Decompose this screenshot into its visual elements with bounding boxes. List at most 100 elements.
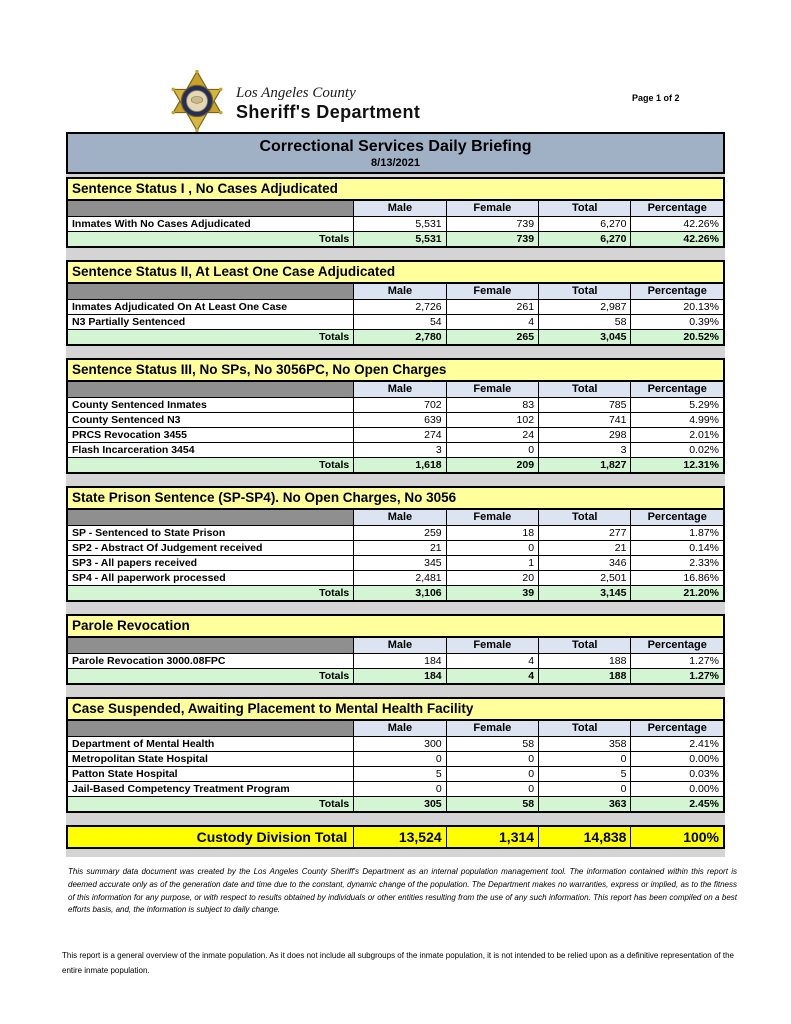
section-title: Sentence Status III, No SPs, No 3056PC, …: [68, 360, 723, 382]
section-title: State Prison Sentence (SP-SP4). No Open …: [68, 488, 723, 510]
grand-total-percentage: 100%: [630, 827, 723, 847]
totals-total: 363: [538, 797, 631, 811]
cell-female: 0: [445, 767, 538, 781]
row-label: SP4 - All paperwork processed: [72, 572, 226, 584]
column-header-percentage: Percentage: [630, 382, 723, 397]
cell-male: 702: [353, 398, 445, 412]
row-label: Jail-Based Competency Treatment Program: [72, 783, 290, 795]
table-row: Department of Mental Health 300 58 358 2…: [68, 736, 723, 751]
cell-total: 2,501: [538, 571, 630, 585]
cell-male: 300: [353, 737, 445, 751]
section-table: State Prison Sentence (SP-SP4). No Open …: [66, 486, 725, 602]
row-label: N3 Partially Sentenced: [72, 316, 186, 328]
totals-male: 2,780: [353, 330, 446, 344]
table-row: SP3 - All papers received 345 1 346 2.33…: [68, 555, 723, 570]
totals-row: Totals 184 4 188 1.27%: [68, 668, 723, 683]
cell-female: 4: [445, 315, 538, 329]
cell-percentage: 0.00%: [630, 752, 723, 766]
totals-male: 305: [353, 797, 446, 811]
table-row: County Sentenced N3 639 102 741 4.99%: [68, 412, 723, 427]
table-row: Jail-Based Competency Treatment Program …: [68, 781, 723, 796]
column-header-male: Male: [353, 201, 446, 216]
row-label-header-cell: [68, 638, 354, 653]
cell-total: 0: [538, 752, 630, 766]
totals-male: 1,618: [353, 458, 446, 472]
totals-total: 1,827: [538, 458, 631, 472]
column-header-row: Male Female Total Percentage: [68, 284, 723, 299]
cell-male: 54: [353, 315, 445, 329]
cell-male: 0: [353, 782, 445, 796]
cell-male: 2,726: [353, 300, 445, 314]
section-table: Sentence Status II, At Least One Case Ad…: [66, 260, 725, 346]
column-header-row: Male Female Total Percentage: [68, 638, 723, 653]
column-header-male: Male: [353, 284, 446, 299]
cell-male: 0: [353, 752, 445, 766]
table-row: PRCS Revocation 3455 274 24 298 2.01%: [68, 427, 723, 442]
cell-percentage: 0.02%: [630, 443, 723, 457]
report-date: 8/13/2021: [371, 157, 420, 169]
cell-total: 3: [538, 443, 630, 457]
row-label-header-cell: [68, 510, 354, 525]
cell-male: 21: [353, 541, 445, 555]
column-header-percentage: Percentage: [630, 638, 723, 653]
column-header-male: Male: [353, 721, 446, 736]
grand-total-row: Custody Division Total 13,524 1,314 14,8…: [66, 825, 725, 849]
totals-row: Totals 3,106 39 3,145 21.20%: [68, 585, 723, 600]
lasd-logo: Los Angeles County Sheriff's Department: [168, 70, 420, 132]
totals-male: 3,106: [353, 586, 446, 600]
cell-percentage: 16.86%: [630, 571, 723, 585]
row-label: County Sentenced N3: [72, 414, 181, 426]
totals-percentage: 2.45%: [630, 797, 723, 811]
section-title: Parole Revocation: [68, 616, 723, 638]
row-label: Inmates With No Cases Adjudicated: [72, 218, 251, 230]
row-label-header-cell: [68, 201, 354, 216]
cell-total: 58: [538, 315, 630, 329]
totals-male: 184: [353, 669, 446, 683]
table-row: Metropolitan State Hospital 0 0 0 0.00%: [68, 751, 723, 766]
totals-total: 6,270: [538, 232, 631, 246]
totals-percentage: 1.27%: [630, 669, 723, 683]
column-header-male: Male: [353, 638, 446, 653]
row-label: Department of Mental Health: [72, 738, 215, 750]
sheriff-star-icon: [171, 70, 223, 132]
totals-row: Totals 2,780 265 3,045 20.52%: [68, 329, 723, 344]
sections-container: Sentence Status I , No Cases Adjudicated…: [66, 177, 725, 813]
row-label: SP - Sentenced to State Prison: [72, 527, 226, 539]
cell-total: 346: [538, 556, 630, 570]
cell-total: 785: [538, 398, 630, 412]
cell-percentage: 1.27%: [630, 654, 723, 668]
column-header-female: Female: [445, 638, 539, 653]
section-table: Sentence Status III, No SPs, No 3056PC, …: [66, 358, 725, 474]
cell-female: 0: [445, 541, 538, 555]
grand-total-total: 14,838: [538, 827, 630, 847]
column-header-total: Total: [538, 510, 631, 525]
totals-row: Totals 5,531 739 6,270 42.26%: [68, 231, 723, 246]
table-row: County Sentenced Inmates 702 83 785 5.29…: [68, 397, 723, 412]
report-header: Los Angeles County Sheriff's Department …: [0, 0, 791, 132]
totals-label: Totals: [68, 330, 354, 344]
column-header-row: Male Female Total Percentage: [68, 382, 723, 397]
table-row: N3 Partially Sentenced 54 4 58 0.39%: [68, 314, 723, 329]
grand-total-label: Custody Division Total: [196, 829, 348, 845]
totals-total: 3,045: [538, 330, 631, 344]
cell-percentage: 0.39%: [630, 315, 723, 329]
cell-female: 261: [445, 300, 538, 314]
cell-percentage: 1.87%: [630, 526, 723, 540]
row-label-header-cell: [68, 284, 354, 299]
totals-total: 188: [538, 669, 631, 683]
grand-total-female: 1,314: [445, 827, 538, 847]
cell-percentage: 0.03%: [630, 767, 723, 781]
row-label: SP2 - Abstract Of Judgement received: [72, 542, 263, 554]
cell-female: 20: [445, 571, 538, 585]
cell-percentage: 0.00%: [630, 782, 723, 796]
totals-label: Totals: [68, 797, 354, 811]
cell-percentage: 2.33%: [630, 556, 723, 570]
cell-male: 5,531: [353, 217, 445, 231]
cell-female: 24: [445, 428, 538, 442]
totals-male: 5,531: [353, 232, 446, 246]
cell-female: 0: [445, 752, 538, 766]
column-header-female: Female: [445, 382, 539, 397]
column-header-total: Total: [538, 201, 631, 216]
cell-male: 184: [353, 654, 445, 668]
table-row: Flash Incarceration 3454 3 0 3 0.02%: [68, 442, 723, 457]
